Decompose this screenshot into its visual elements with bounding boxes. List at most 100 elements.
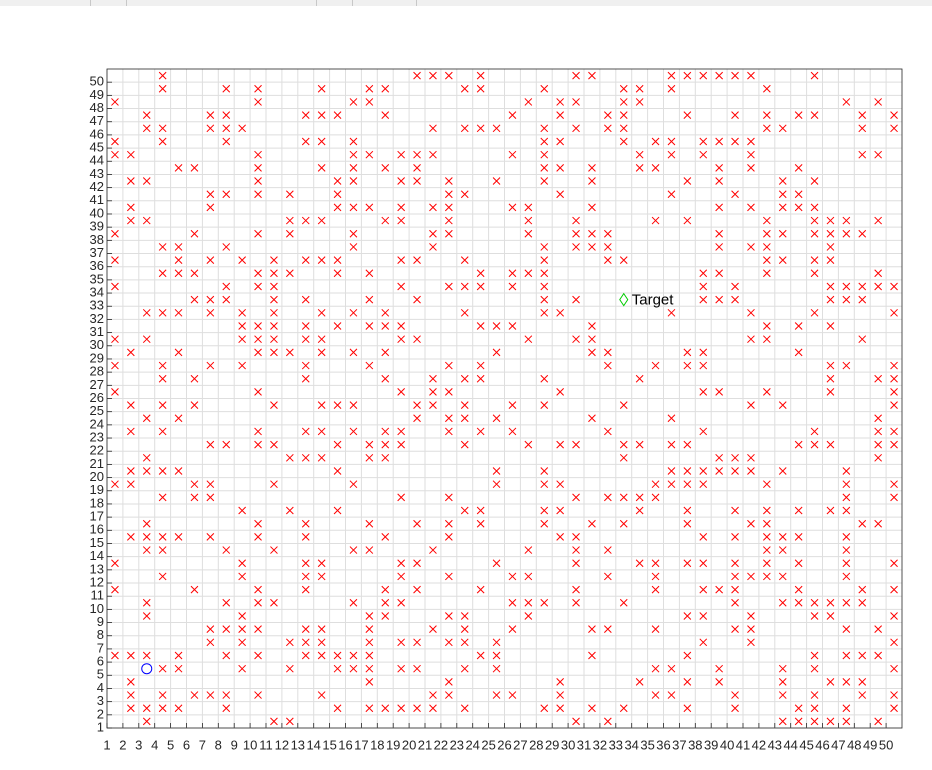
obstacle-marker [397,440,406,449]
obstacle-marker [333,190,342,199]
obstacle-marker [858,691,867,699]
obstacle-marker [699,427,708,436]
obstacle-marker [762,572,771,581]
obstacle-marker [588,243,596,251]
obstacle-marker [747,625,755,634]
obstacle-marker [588,177,596,185]
obstacle-marker [762,322,771,330]
obstacle-marker [492,559,501,568]
obstacle-marker [460,256,469,264]
obstacle-marker [381,440,390,449]
obstacle-marker [397,598,406,607]
obstacle-marker [842,467,851,475]
y-tick-label: 49 [90,87,104,102]
obstacle-marker [444,493,453,502]
obstacle-marker [254,388,262,396]
obstacle-marker [556,308,565,317]
obstacle-marker [778,229,787,238]
obstacle-marker [317,625,326,634]
obstacle-marker [540,124,549,133]
obstacle-marker [429,229,437,238]
obstacle-marker [285,717,294,726]
obstacle-marker [683,361,692,370]
obstacle-marker [683,559,692,568]
obstacle-marker [381,453,390,462]
obstacle-marker [762,559,771,568]
obstacle-marker [444,203,453,212]
obstacle-marker [890,361,898,370]
x-tick-label: 48 [847,737,861,752]
obstacle-marker [333,269,342,278]
obstacle-marker [874,717,883,726]
obstacle-marker [778,256,787,264]
obstacle-marker [142,546,151,554]
obstacle-marker [762,480,771,489]
obstacle-marker [890,282,898,291]
obstacle-marker [794,559,803,568]
x-tick-label: 25 [481,737,495,752]
obstacle-marker [492,322,501,330]
obstacle-marker [476,361,485,370]
y-tick-label: 34 [90,284,104,299]
y-tick-label: 41 [90,192,104,207]
obstacle-marker [222,137,231,146]
obstacle-marker [365,440,374,449]
obstacle-marker [222,598,231,607]
obstacle-marker [429,150,437,159]
obstacle-marker [778,678,787,686]
obstacle-marker [572,243,580,251]
obstacle-marker [349,480,358,489]
obstacle-marker [794,348,803,357]
obstacle-marker [778,533,787,541]
obstacle-marker [667,691,676,699]
x-tick-label: 4 [151,737,158,752]
obstacle-marker [683,467,692,475]
obstacle-marker [158,71,167,80]
obstacle-marker [206,256,215,264]
obstacle-marker [206,361,215,370]
obstacle-marker [699,71,708,80]
obstacle-marker [619,256,628,264]
obstacle-marker [317,137,326,146]
obstacle-marker [349,150,358,159]
y-tick-label: 16 [90,522,104,537]
obstacle-marker [762,84,771,93]
obstacle-marker [667,150,676,159]
obstacle-marker [715,243,724,251]
obstacle-marker [524,546,533,554]
obstacle-marker [190,493,199,502]
obstacle-marker [890,638,898,647]
obstacle-marker [508,111,517,119]
obstacle-marker [222,651,231,660]
obstacle-marker [858,282,867,291]
obstacle-marker [747,453,755,462]
obstacle-marker [317,651,326,660]
obstacle-marker [254,269,262,278]
obstacle-marker [254,440,262,449]
obstacle-marker [810,71,819,80]
obstacle-marker [540,177,549,185]
obstacle-marker [190,480,199,489]
obstacle-marker [715,163,724,172]
obstacle-marker [301,533,310,541]
obstacle-marker [572,533,580,541]
obstacle-marker [524,269,533,278]
obstacle-marker [111,335,119,344]
obstacle-marker [206,480,215,489]
x-tick-label: 1 [103,737,110,752]
obstacle-marker [842,651,851,660]
obstacle-marker [285,190,294,199]
obstacle-marker [381,612,390,620]
obstacle-marker [842,361,851,370]
obstacle-marker [333,256,342,264]
obstacle-marker [301,559,310,568]
x-tick-label: 13 [291,737,305,752]
obstacle-marker [492,177,501,185]
obstacle-marker [397,203,406,212]
obstacle-marker [858,585,867,594]
obstacle-marker [349,348,358,357]
obstacle-marker [667,440,676,449]
obstacle-marker [540,282,549,291]
x-tick-label: 17 [354,737,368,752]
y-tick-label: 25 [90,403,104,418]
